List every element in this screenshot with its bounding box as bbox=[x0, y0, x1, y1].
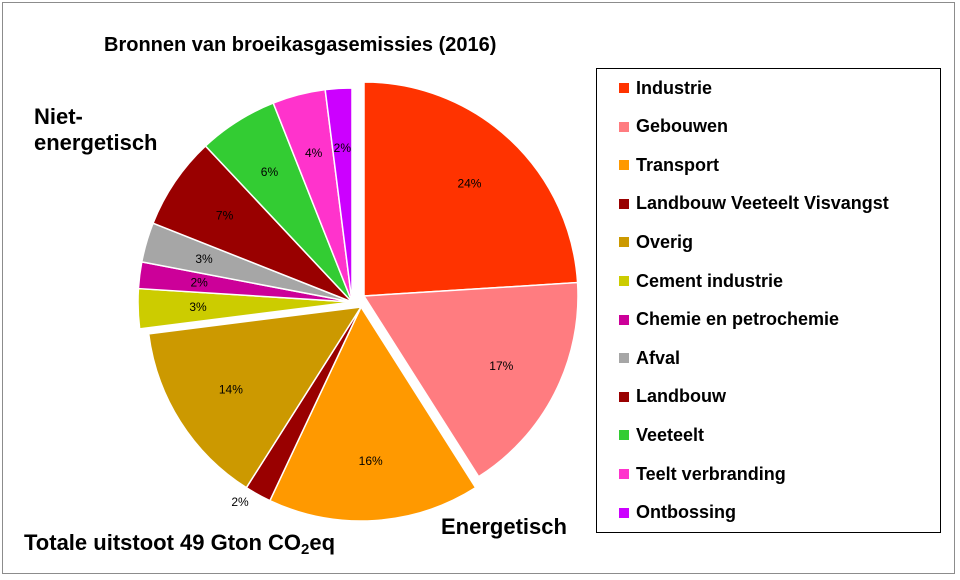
niet-energetisch-annotation: Niet- energetisch bbox=[34, 104, 158, 156]
legend-label: Cement industrie bbox=[636, 270, 784, 291]
slice-label-landbouw-veeteelt-visvangst: 2% bbox=[231, 495, 249, 509]
legend-swatch bbox=[619, 276, 629, 286]
total-subscript: 2 bbox=[301, 541, 310, 558]
legend-item-gebouwen: Gebouwen bbox=[597, 115, 728, 139]
slice-label-veeteelt: 6% bbox=[261, 165, 279, 179]
legend-label: Transport bbox=[636, 154, 720, 175]
slice-label-overig: 14% bbox=[219, 383, 243, 397]
legend-item-landbouw: Landbouw bbox=[597, 385, 726, 409]
slice-label-ontbossing: 2% bbox=[334, 141, 352, 155]
slice-label-chemie-en-petrochemie: 2% bbox=[190, 276, 208, 290]
slice-label-gebouwen: 17% bbox=[489, 359, 513, 373]
niet-energetisch-line1: Niet- bbox=[34, 104, 83, 129]
slice-label-landbouw: 7% bbox=[216, 208, 234, 222]
legend-item-afval: Afval bbox=[597, 346, 680, 370]
legend-item-cement-industrie: Cement industrie bbox=[597, 269, 783, 293]
legend-item-veeteelt: Veeteelt bbox=[597, 423, 704, 447]
legend-swatch bbox=[619, 391, 629, 402]
pie-slice-ontbossing bbox=[324, 87, 353, 303]
total-emissions-annotation: Totale uitstoot 49 Gton CO2eq bbox=[24, 530, 335, 558]
legend-swatch bbox=[619, 198, 629, 209]
legend-label: Overig bbox=[636, 231, 694, 252]
legend-item-industrie: Industrie bbox=[597, 76, 712, 100]
slice-label-teelt-verbranding: 4% bbox=[305, 146, 323, 160]
legend: Industrie Gebouwen Transport Landbouw Veete… bbox=[596, 68, 941, 533]
legend-label: Landbouw bbox=[636, 386, 726, 407]
legend-label: Veeteelt bbox=[636, 424, 705, 445]
slice-label-industrie: 24% bbox=[457, 177, 481, 191]
legend-item-teelt-verbranding: Teelt verbranding bbox=[597, 462, 786, 486]
pie-slice-industrie bbox=[363, 81, 579, 297]
slice-label-afval: 3% bbox=[195, 252, 213, 266]
legend-swatch bbox=[619, 160, 629, 171]
legend-label: Ontbossing bbox=[636, 502, 736, 523]
legend-swatch bbox=[619, 469, 629, 479]
legend-label: Afval bbox=[636, 347, 681, 368]
legend-swatch bbox=[619, 507, 629, 518]
legend-label: Landbouw Veeteelt Visvangst bbox=[636, 193, 889, 214]
legend-label: Gebouwen bbox=[636, 116, 729, 137]
legend-swatch bbox=[619, 83, 629, 93]
legend-item-transport: Transport bbox=[597, 153, 719, 177]
slice-label-cement-industrie: 3% bbox=[189, 300, 207, 314]
legend-swatch bbox=[619, 314, 629, 325]
legend-item-landbouw-veeteelt-visvangst: Landbouw Veeteelt Visvangst bbox=[597, 192, 889, 216]
total-prefix: Totale uitstoot 49 Gton CO bbox=[24, 530, 302, 555]
legend-label: Teelt verbranding bbox=[636, 463, 786, 484]
legend-item-overig: Overig bbox=[597, 230, 693, 254]
legend-swatch bbox=[619, 430, 629, 441]
chart-title: Bronnen van broeikasgasemissies (2016) bbox=[104, 34, 497, 56]
slice-label-transport: 16% bbox=[359, 454, 383, 468]
legend-item-ontbossing: Ontbossing bbox=[597, 501, 736, 525]
niet-energetisch-line2: energetisch bbox=[34, 130, 158, 155]
total-suffix: eq bbox=[309, 530, 336, 555]
legend-item-chemie-en-petrochemie: Chemie en petrochemie bbox=[597, 308, 839, 332]
pie-slice-gebouwen bbox=[362, 281, 579, 478]
legend-swatch bbox=[619, 353, 629, 364]
legend-label: Industrie bbox=[636, 77, 713, 98]
legend-label: Chemie en petrochemie bbox=[636, 309, 840, 330]
legend-swatch bbox=[619, 121, 629, 132]
energetisch-annotation: Energetisch bbox=[441, 514, 567, 539]
pie-slice-transport bbox=[268, 305, 477, 522]
legend-swatch bbox=[619, 237, 629, 248]
pie-slice-overig bbox=[147, 306, 363, 489]
